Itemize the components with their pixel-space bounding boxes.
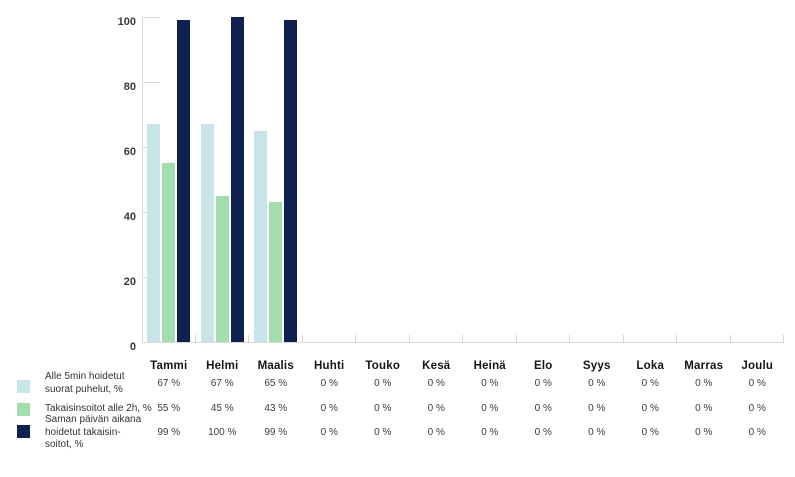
legend-swatch-series2[interactable]	[17, 403, 30, 416]
value-cell: 0 %	[641, 403, 659, 414]
bar-series1-tammi[interactable]	[147, 124, 161, 342]
x-boundary-tick	[569, 335, 570, 342]
value-cell: 100 %	[208, 427, 237, 438]
value-cell: 0 %	[320, 427, 338, 438]
month-label: Marras	[684, 360, 724, 372]
value-cell: 67 %	[210, 378, 234, 389]
legend-label-line: hoidetut takaisin-	[45, 426, 121, 438]
value-cell: 0 %	[695, 378, 713, 389]
value-cell: 45 %	[210, 403, 234, 414]
month-label: Joulu	[741, 360, 774, 372]
bar-series3-maalis[interactable]	[284, 20, 298, 342]
x-axis-line	[142, 342, 784, 343]
y-tick-label: 0	[129, 341, 136, 353]
values-row-series-3: 99 % 100 % 99 % 0 % 0 % 0 % 0 % 0 % 0 % 0 % 0 % 0 %	[142, 426, 784, 439]
y-tick-label: 40	[123, 211, 136, 223]
value-cell: 55 %	[157, 403, 181, 414]
values-row-series-2: 55 % 45 % 43 % 0 % 0 % 0 % 0 % 0 % 0 % 0 % 0 % 0 %	[142, 402, 784, 415]
value-cell: 99 %	[157, 427, 181, 438]
month-label: Tammi	[150, 360, 188, 372]
value-cell: 0 %	[534, 403, 552, 414]
x-boundary-tick	[516, 335, 517, 342]
y-tick-label: 20	[123, 276, 136, 288]
value-cell: 0 %	[588, 378, 606, 389]
month-labels-row: Tammi Helmi Maalis Huhti Touko Kesä Heinä Elo Sy…	[142, 359, 784, 374]
month-label: Heinä	[473, 360, 506, 372]
legend-label-series3: Saman päivän aikana hoidetut takaisin-soi…	[45, 414, 155, 452]
value-cell: 0 %	[481, 427, 499, 438]
values-row-series-1: 67 % 67 % 65 % 0 % 0 % 0 % 0 % 0 % 0 % 0 % 0 % 0 %	[142, 377, 784, 390]
month-label: Syys	[582, 360, 611, 372]
bar-series1-maalis[interactable]	[254, 131, 268, 342]
y-tick-label: 100	[117, 16, 136, 28]
x-boundary-tick	[676, 335, 677, 342]
legend-label-line: Alle 5min hoidetut	[45, 371, 125, 382]
value-cell: 0 %	[427, 378, 445, 389]
bar-series2-tammi[interactable]	[162, 163, 176, 342]
y-tick-label: 80	[123, 81, 136, 93]
value-cell: 99 %	[264, 427, 288, 438]
value-cell: 67 %	[157, 378, 181, 389]
value-cell: 0 %	[588, 427, 606, 438]
legend-swatch-series1[interactable]	[17, 380, 30, 393]
x-boundary-tick	[248, 335, 249, 342]
value-cell: 0 %	[427, 427, 445, 438]
value-cell: 0 %	[374, 403, 392, 414]
x-boundary-tick	[195, 335, 196, 342]
month-label: Touko	[365, 360, 401, 372]
month-label: Elo	[534, 360, 553, 372]
value-cell: 0 %	[481, 403, 499, 414]
month-label: Maalis	[257, 360, 294, 372]
y-tick-label: 60	[123, 146, 136, 158]
x-boundary-tick	[783, 335, 784, 342]
legend-label-line: soitot, %	[45, 439, 84, 450]
x-boundary-tick	[409, 335, 410, 342]
legend-label-line: suorat puhelut, %	[45, 383, 123, 395]
value-cell: 0 %	[374, 427, 392, 438]
x-boundary-tick	[462, 335, 463, 342]
value-cell: 0 %	[588, 403, 606, 414]
value-cell: 0 %	[481, 378, 499, 389]
y-tick-mark	[142, 17, 160, 18]
legend-label-series1: Alle 5min hoidetut suorat puhelut, %	[45, 371, 155, 396]
month-label: Kesä	[422, 360, 451, 372]
legend-label-series2: Takaisinsoitot alle 2h, %	[45, 403, 155, 416]
value-cell: 43 %	[264, 403, 288, 414]
value-cell: 0 %	[320, 403, 338, 414]
value-cell: 65 %	[264, 378, 288, 389]
value-cell: 0 %	[374, 378, 392, 389]
y-tick-mark	[142, 82, 160, 83]
bar-series2-helmi[interactable]	[215, 196, 229, 342]
legend-label-line: Takaisinsoitot alle 2h, %	[45, 403, 152, 414]
month-label: Huhti	[314, 360, 345, 372]
x-boundary-tick	[355, 335, 356, 342]
value-cell: 0 %	[695, 427, 713, 438]
value-cell: 0 %	[320, 378, 338, 389]
x-boundary-tick	[730, 335, 731, 342]
bar-series3-helmi[interactable]	[230, 17, 244, 342]
bar-series2-maalis[interactable]	[269, 202, 283, 342]
value-cell: 0 %	[748, 427, 766, 438]
month-label: Loka	[636, 360, 665, 372]
x-boundary-tick	[302, 335, 303, 342]
y-axis-line	[142, 17, 143, 342]
month-label: Helmi	[206, 360, 239, 372]
legend-label-line: Saman päivän aikana	[45, 414, 142, 425]
value-cell: 0 %	[641, 427, 659, 438]
bar-series1-helmi[interactable]	[200, 124, 214, 342]
bar-series3-tammi[interactable]	[177, 20, 191, 342]
x-boundary-tick	[623, 335, 624, 342]
legend-swatch-series3[interactable]	[17, 425, 30, 438]
plot-area	[142, 17, 784, 343]
value-cell: 0 %	[641, 378, 659, 389]
value-cell: 0 %	[695, 403, 713, 414]
value-cell: 0 %	[427, 403, 445, 414]
value-cell: 0 %	[748, 403, 766, 414]
value-cell: 0 %	[748, 378, 766, 389]
value-cell: 0 %	[534, 378, 552, 389]
value-cell: 0 %	[534, 427, 552, 438]
